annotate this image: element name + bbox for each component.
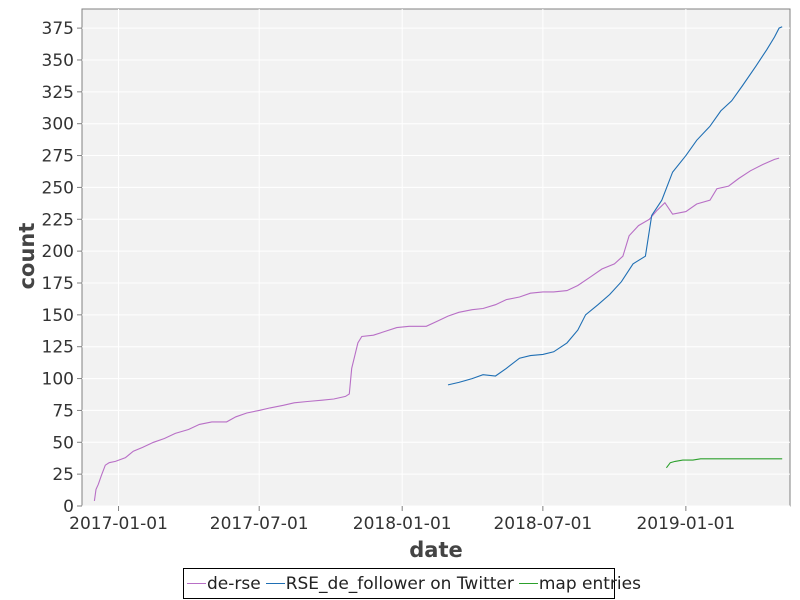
x-axis-ticks: 2017-01-01 2017-07-01 2018-01-01 2018-07-01…: [69, 506, 735, 534]
y-tick-label: 225: [42, 210, 74, 230]
legend-item: map entries: [518, 573, 641, 594]
x-tick-label: 2017-01-01: [69, 514, 168, 534]
legend-label: de-rse: [207, 573, 261, 594]
y-tick-label: 250: [42, 178, 74, 198]
y-axis-title: count: [15, 223, 39, 290]
y-tick-label: 75: [52, 401, 74, 421]
legend: de-rse RSE_de_follower on Twitter map entr…: [183, 568, 641, 599]
plot-background: [81, 8, 791, 507]
y-axis-ticks: 0 25 50 75 100 125 150 175 200 225 250 275 300 325 350…: [42, 19, 82, 517]
series-line-1: [447, 26, 783, 386]
legend-swatch: [518, 583, 538, 584]
x-axis-title: date: [409, 538, 462, 562]
y-tick-label: 50: [52, 433, 74, 453]
y-tick-label: 325: [42, 83, 74, 103]
legend-label: RSE_de_follower on Twitter: [285, 573, 514, 594]
legend-label: map entries: [538, 573, 641, 594]
x-tick-label: 2017-07-01: [210, 514, 309, 534]
y-tick-label: 100: [42, 370, 74, 390]
series-line-0: [93, 157, 780, 501]
y-tick-label: 350: [42, 51, 74, 71]
y-tick-label: 150: [42, 306, 74, 326]
legend-swatch: [187, 583, 206, 584]
series-lines: [93, 26, 783, 501]
x-tick-label: 2019-01-01: [636, 514, 735, 534]
y-tick-label: 275: [42, 147, 74, 167]
x-tick-label: 2018-07-01: [493, 514, 592, 534]
y-tick-label: 125: [42, 338, 74, 358]
legend-item: RSE_de_follower on Twitter: [265, 573, 514, 594]
series-line-2: [665, 458, 783, 469]
y-tick-label: 200: [42, 242, 74, 262]
y-tick-label: 25: [52, 465, 74, 485]
y-tick-label: 0: [63, 497, 74, 517]
y-tick-label: 375: [42, 19, 74, 39]
legend-swatch: [265, 583, 285, 584]
y-tick-label: 175: [42, 274, 74, 294]
x-tick-label: 2018-01-01: [353, 514, 452, 534]
y-tick-label: 300: [42, 115, 74, 135]
grid: [82, 9, 790, 507]
legend-item: de-rse: [187, 574, 261, 594]
